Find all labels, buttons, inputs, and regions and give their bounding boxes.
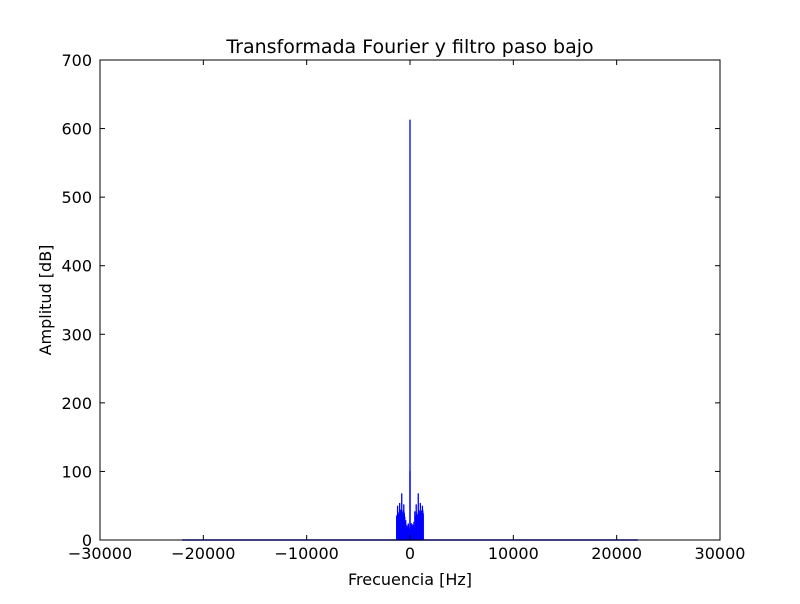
chart-title: Transformada Fourier y filtro paso bajo bbox=[225, 36, 593, 58]
x-axis-label: Frecuencia [Hz] bbox=[348, 570, 472, 589]
x-tick-label: −10000 bbox=[275, 544, 339, 563]
y-tick-label: 400 bbox=[61, 257, 92, 276]
y-tick-label: 700 bbox=[61, 51, 92, 70]
x-tick-label: 10000 bbox=[488, 544, 539, 563]
y-tick-label: 300 bbox=[61, 325, 92, 344]
y-axis-label: Amplitud [dB] bbox=[36, 245, 55, 356]
y-tick-label: 600 bbox=[61, 120, 92, 139]
y-tick-label: 0 bbox=[82, 531, 92, 550]
x-tick-label: −20000 bbox=[171, 544, 235, 563]
x-ticks: −30000 −20000 −10000 0 10000 20000 30000 bbox=[68, 60, 746, 563]
x-tick-label: −30000 bbox=[68, 544, 132, 563]
y-ticks: 0 100 200 300 400 500 600 700 bbox=[61, 51, 720, 550]
y-tick-label: 200 bbox=[61, 394, 92, 413]
x-tick-label: 0 bbox=[405, 544, 415, 563]
x-tick-label: 20000 bbox=[591, 544, 642, 563]
x-tick-label: 30000 bbox=[695, 544, 746, 563]
plot-area bbox=[99, 59, 721, 541]
y-tick-label: 100 bbox=[61, 462, 92, 481]
y-tick-label: 500 bbox=[61, 188, 92, 207]
